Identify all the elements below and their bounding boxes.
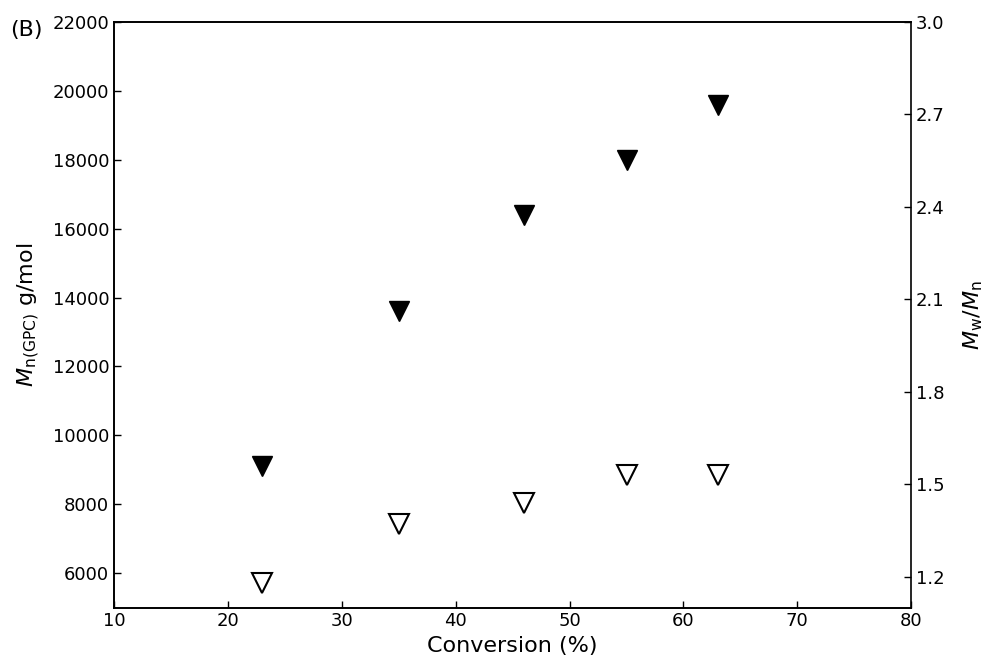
Text: (B): (B) (10, 20, 42, 40)
Y-axis label: $M_{\mathrm{w}}/M_{\mathrm{n}}$: $M_{\mathrm{w}}/M_{\mathrm{n}}$ (961, 280, 985, 350)
Y-axis label: $M_{\mathrm{n(GPC)}}$ g/mol: $M_{\mathrm{n(GPC)}}$ g/mol (15, 243, 42, 387)
X-axis label: Conversion (%): Conversion (%) (427, 636, 598, 656)
